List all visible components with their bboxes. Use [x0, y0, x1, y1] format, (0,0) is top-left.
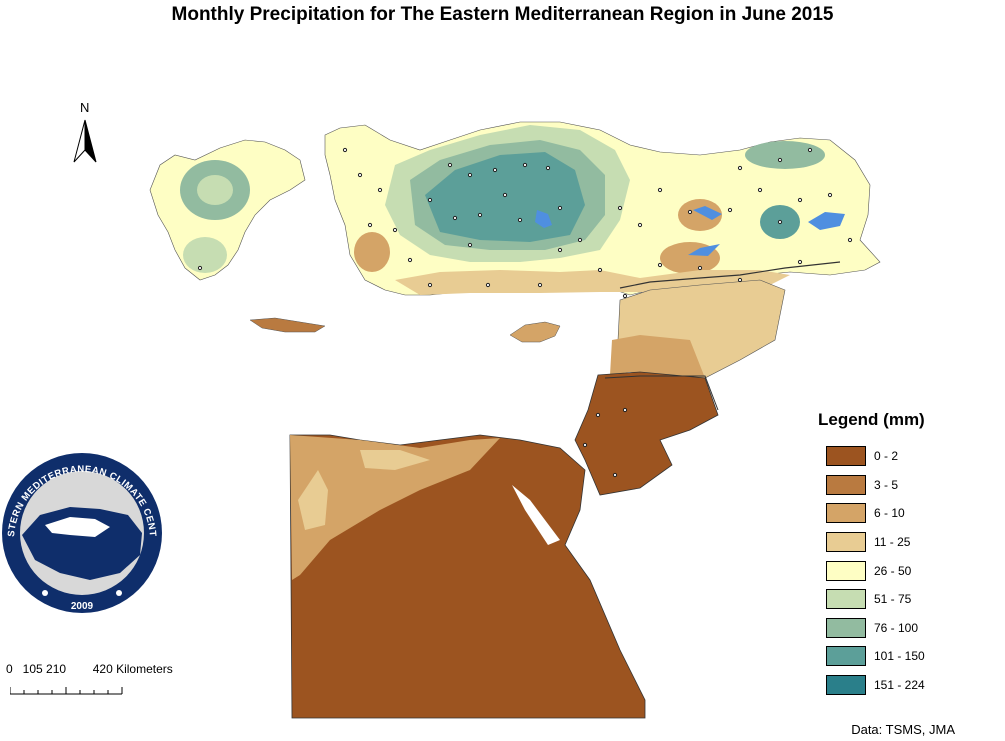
legend-item: 11 - 25	[818, 528, 988, 557]
legend-item: 76 - 100	[818, 614, 988, 643]
region-greece-wet-core	[197, 175, 233, 205]
legend-swatch	[826, 675, 866, 696]
region-east-turkey-dry-1	[678, 199, 722, 231]
region-egypt-coast	[360, 450, 430, 470]
legend: Legend (mm) 0 - 2 3 - 5 6 - 10 11 - 25 2…	[818, 410, 988, 699]
legend-label: 151 - 224	[874, 678, 925, 693]
scale-ticks: 0 105 210 420	[6, 662, 113, 676]
legend-swatch	[826, 646, 866, 667]
legend-swatch	[826, 589, 866, 610]
legend-item: 3 - 5	[818, 471, 988, 500]
lake-keban	[693, 206, 722, 220]
legend-label: 0 - 2	[874, 449, 899, 464]
legend-item: 51 - 75	[818, 585, 988, 614]
region-sw-turkey-dry	[354, 232, 390, 272]
emcc-logo: EASTERN MEDITERRANEAN CLIMATE CENTRE 200…	[0, 445, 162, 613]
region-greece-south	[183, 237, 227, 273]
lake-ataturk	[688, 244, 720, 256]
legend-label: 101 - 150	[874, 649, 925, 664]
legend-swatch	[826, 560, 866, 581]
lake-tuz	[535, 210, 552, 228]
north-arrow-icon	[73, 119, 97, 163]
scale-unit: Kilometers	[116, 662, 173, 676]
region-jordan	[574, 371, 719, 496]
legend-swatch	[826, 446, 866, 467]
legend-swatch	[826, 474, 866, 495]
scale-line	[10, 687, 123, 695]
legend-swatch	[826, 532, 866, 553]
region-crete	[249, 317, 326, 333]
legend-item: 0 - 2	[818, 442, 988, 471]
station-markers	[197, 147, 853, 478]
legend-label: 6 - 10	[874, 506, 905, 521]
north-label: N	[80, 100, 90, 115]
legend-label: 76 - 100	[874, 620, 919, 635]
border-syria-jordan	[604, 375, 719, 411]
legend-label: 3 - 5	[874, 477, 899, 492]
map-title: Monthly Precipitation for The Eastern Me…	[171, 4, 834, 25]
region-cyprus	[509, 321, 561, 343]
scale-bar: 0 105 210 420 Kilometers	[0, 662, 220, 702]
legend-item: 26 - 50	[818, 556, 988, 585]
legend-label: 51 - 75	[874, 592, 912, 607]
region-egypt-north-wet	[290, 435, 500, 580]
gulf-of-suez	[512, 485, 560, 545]
legend-item: 151 - 224	[818, 671, 988, 700]
legend-item: 101 - 150	[818, 642, 988, 671]
data-source: Data: TSMS, JMA	[851, 722, 955, 737]
legend-label: 26 - 50	[874, 563, 912, 578]
region-egypt-west	[298, 470, 328, 530]
legend-label: 11 - 25	[874, 535, 911, 550]
logo-year: 2009	[71, 601, 94, 612]
region-levant-coast	[610, 335, 705, 378]
legend-item: 6 - 10	[818, 499, 988, 528]
legend-swatch	[826, 503, 866, 524]
border-turkey-syria	[619, 261, 841, 289]
lake-van	[808, 212, 845, 230]
scale-labels: 0 105 210 420 Kilometers	[6, 662, 173, 676]
legend-title: Legend (mm)	[818, 410, 925, 429]
region-ne-turkey-wet	[745, 141, 825, 169]
legend-swatch	[826, 617, 866, 638]
